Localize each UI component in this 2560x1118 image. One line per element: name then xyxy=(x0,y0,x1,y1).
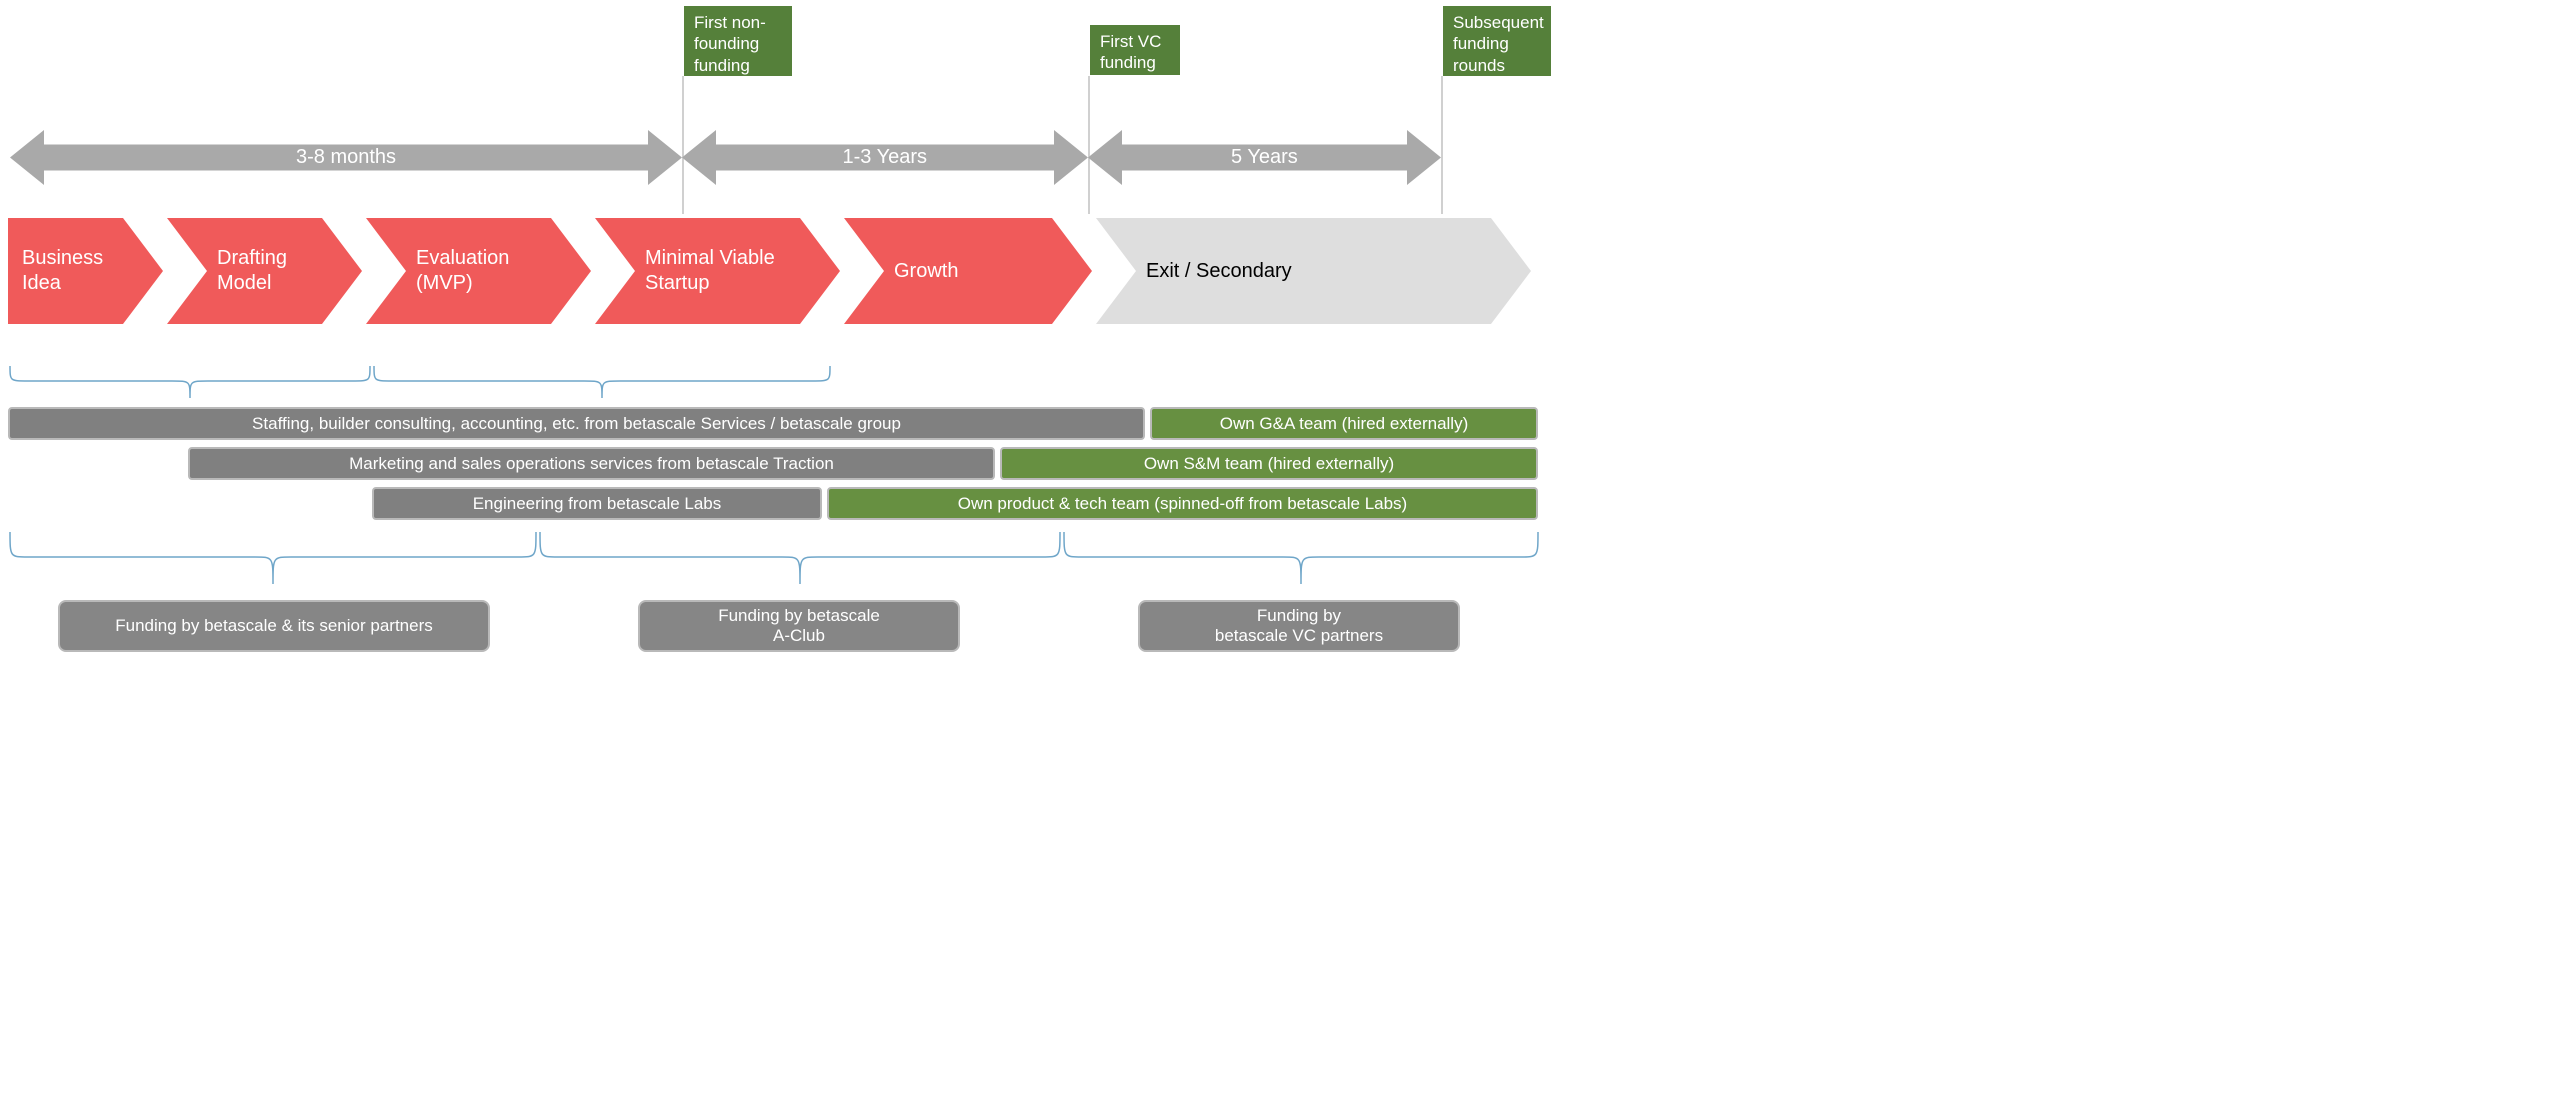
lb-1 xyxy=(10,532,536,584)
fund-aclub: Funding by betascale A-Club xyxy=(638,600,960,652)
tl-seg-3-label: 5 Years xyxy=(1231,146,1298,169)
bracket-row xyxy=(0,364,1760,402)
stage-idea-label: Business Idea xyxy=(22,246,103,296)
lb-2 xyxy=(540,532,1060,584)
ub-2 xyxy=(374,366,830,398)
flag-vc: First VCfunding xyxy=(1090,25,1180,75)
tl-seg-1-label: 3-8 months xyxy=(296,146,396,169)
stage-mvs-label: Minimal Viable Startup xyxy=(645,246,775,296)
ub-1 xyxy=(10,366,370,398)
sup-ga-grey: Staffing, builder consulting, accounting… xyxy=(8,407,1145,440)
lifecycle-diagram: First non-foundingfunding First VCfunding… xyxy=(0,0,1760,685)
sup-sm-grey: Marketing and sales operations services … xyxy=(188,447,995,480)
lb-3 xyxy=(1064,532,1538,584)
flag-subsequent: Subsequentfundingrounds xyxy=(1443,6,1551,76)
sup-sm-green: Own S&M team (hired externally) xyxy=(1000,447,1538,480)
gng-2: Go/No-Go xyxy=(334,338,410,356)
gng-3: Go/No-Go xyxy=(568,338,644,356)
tl-seg-2-label: 1-3 Years xyxy=(843,146,928,169)
stage-drafting-label: Drafting Model xyxy=(217,246,287,296)
fund-partners: Funding by betascale & its senior partne… xyxy=(58,600,490,652)
stage-growth xyxy=(844,218,1092,324)
stage-growth-label: Growth xyxy=(894,259,958,284)
stage-exit-label: Exit / Secondary xyxy=(1146,259,1292,284)
sup-ga-green: Own G&A team (hired externally) xyxy=(1150,407,1538,440)
bracket-row xyxy=(0,530,1760,588)
sup-eng-grey: Engineering from betascale Labs xyxy=(372,487,822,520)
flag-nonfounding: First non-foundingfunding xyxy=(684,6,792,76)
fund-vc: Funding by betascale VC partners xyxy=(1138,600,1460,652)
stage-eval-label: Evaluation (MVP) xyxy=(416,246,509,296)
sup-eng-green: Own product & tech team (spinned-off fro… xyxy=(827,487,1538,520)
gng-1: Go/No-Go xyxy=(143,338,219,356)
